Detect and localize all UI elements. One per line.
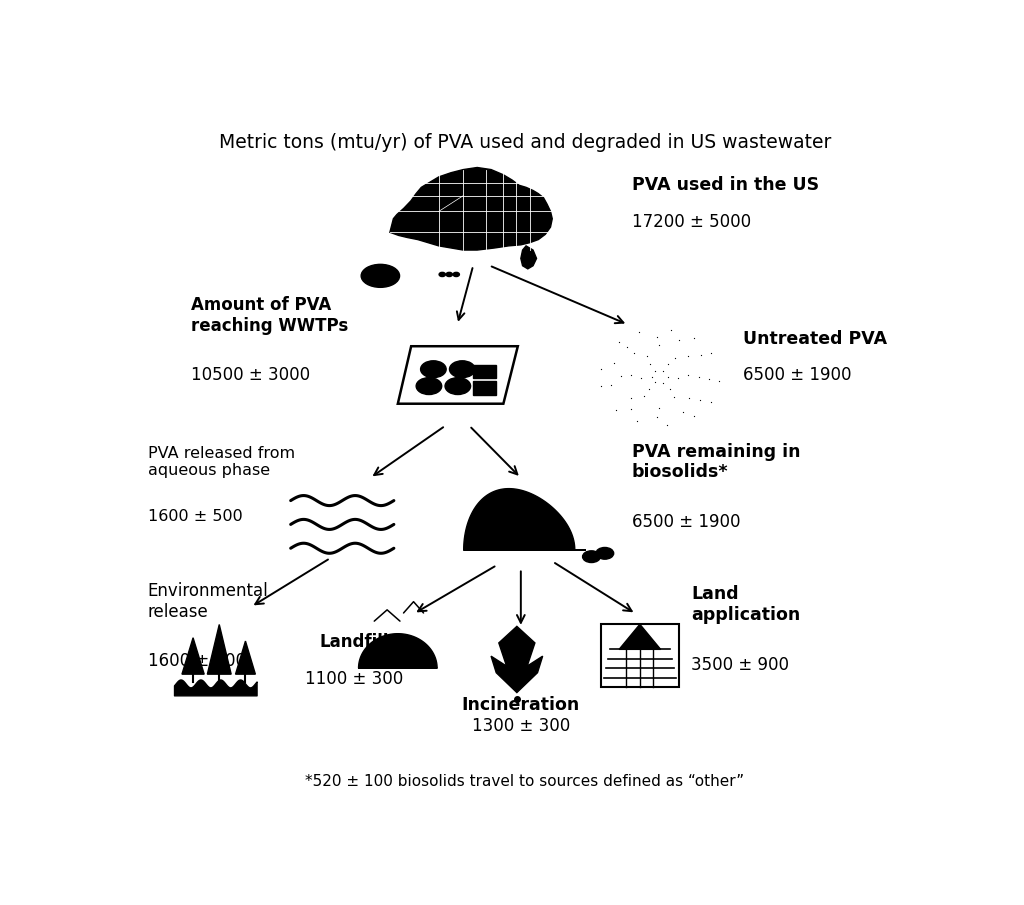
Polygon shape <box>492 626 543 692</box>
Ellipse shape <box>445 377 471 395</box>
Polygon shape <box>236 641 255 674</box>
Text: Amount of PVA
reaching WWTPs: Amount of PVA reaching WWTPs <box>191 296 349 335</box>
Polygon shape <box>620 624 660 650</box>
Text: Untreated PVA: Untreated PVA <box>743 329 887 348</box>
Ellipse shape <box>450 361 475 377</box>
Polygon shape <box>397 347 518 404</box>
Ellipse shape <box>361 264 399 288</box>
Polygon shape <box>521 246 537 269</box>
Polygon shape <box>390 167 552 250</box>
Bar <box>601 624 679 687</box>
Text: 1600 ± 500: 1600 ± 500 <box>147 510 243 524</box>
Ellipse shape <box>421 361 446 377</box>
Polygon shape <box>464 489 586 550</box>
Ellipse shape <box>596 548 613 559</box>
Text: Land
application: Land application <box>691 586 801 624</box>
Polygon shape <box>182 638 204 674</box>
FancyBboxPatch shape <box>473 365 496 378</box>
Text: Metric tons (mtu/yr) of PVA used and degraded in US wastewater: Metric tons (mtu/yr) of PVA used and deg… <box>218 133 831 152</box>
Text: 1600 ± 500: 1600 ± 500 <box>147 653 246 670</box>
Text: 6500 ± 1900: 6500 ± 1900 <box>743 367 852 385</box>
Text: 10500 ± 3000: 10500 ± 3000 <box>191 367 310 385</box>
Text: 1100 ± 300: 1100 ± 300 <box>305 670 403 688</box>
Polygon shape <box>358 634 437 668</box>
Polygon shape <box>207 624 231 674</box>
Ellipse shape <box>446 272 453 277</box>
Text: PVA remaining in
biosolids*: PVA remaining in biosolids* <box>632 443 801 481</box>
Text: Environmental
release: Environmental release <box>147 582 268 621</box>
Ellipse shape <box>439 272 445 277</box>
Text: 1300 ± 300: 1300 ± 300 <box>472 717 570 735</box>
Text: PVA released from
aqueous phase: PVA released from aqueous phase <box>147 445 295 478</box>
Ellipse shape <box>583 551 600 563</box>
Text: Incineration: Incineration <box>462 696 580 714</box>
Text: *520 ± 100 biosolids travel to sources defined as “other”: *520 ± 100 biosolids travel to sources d… <box>305 774 744 788</box>
Text: 6500 ± 1900: 6500 ± 1900 <box>632 513 740 530</box>
Text: 17200 ± 5000: 17200 ± 5000 <box>632 214 751 231</box>
Text: Landfill: Landfill <box>319 633 389 651</box>
Text: PVA used in the US: PVA used in the US <box>632 176 819 195</box>
Ellipse shape <box>453 272 460 277</box>
Text: 3500 ± 900: 3500 ± 900 <box>691 655 790 673</box>
Ellipse shape <box>416 377 441 395</box>
FancyBboxPatch shape <box>473 382 496 395</box>
